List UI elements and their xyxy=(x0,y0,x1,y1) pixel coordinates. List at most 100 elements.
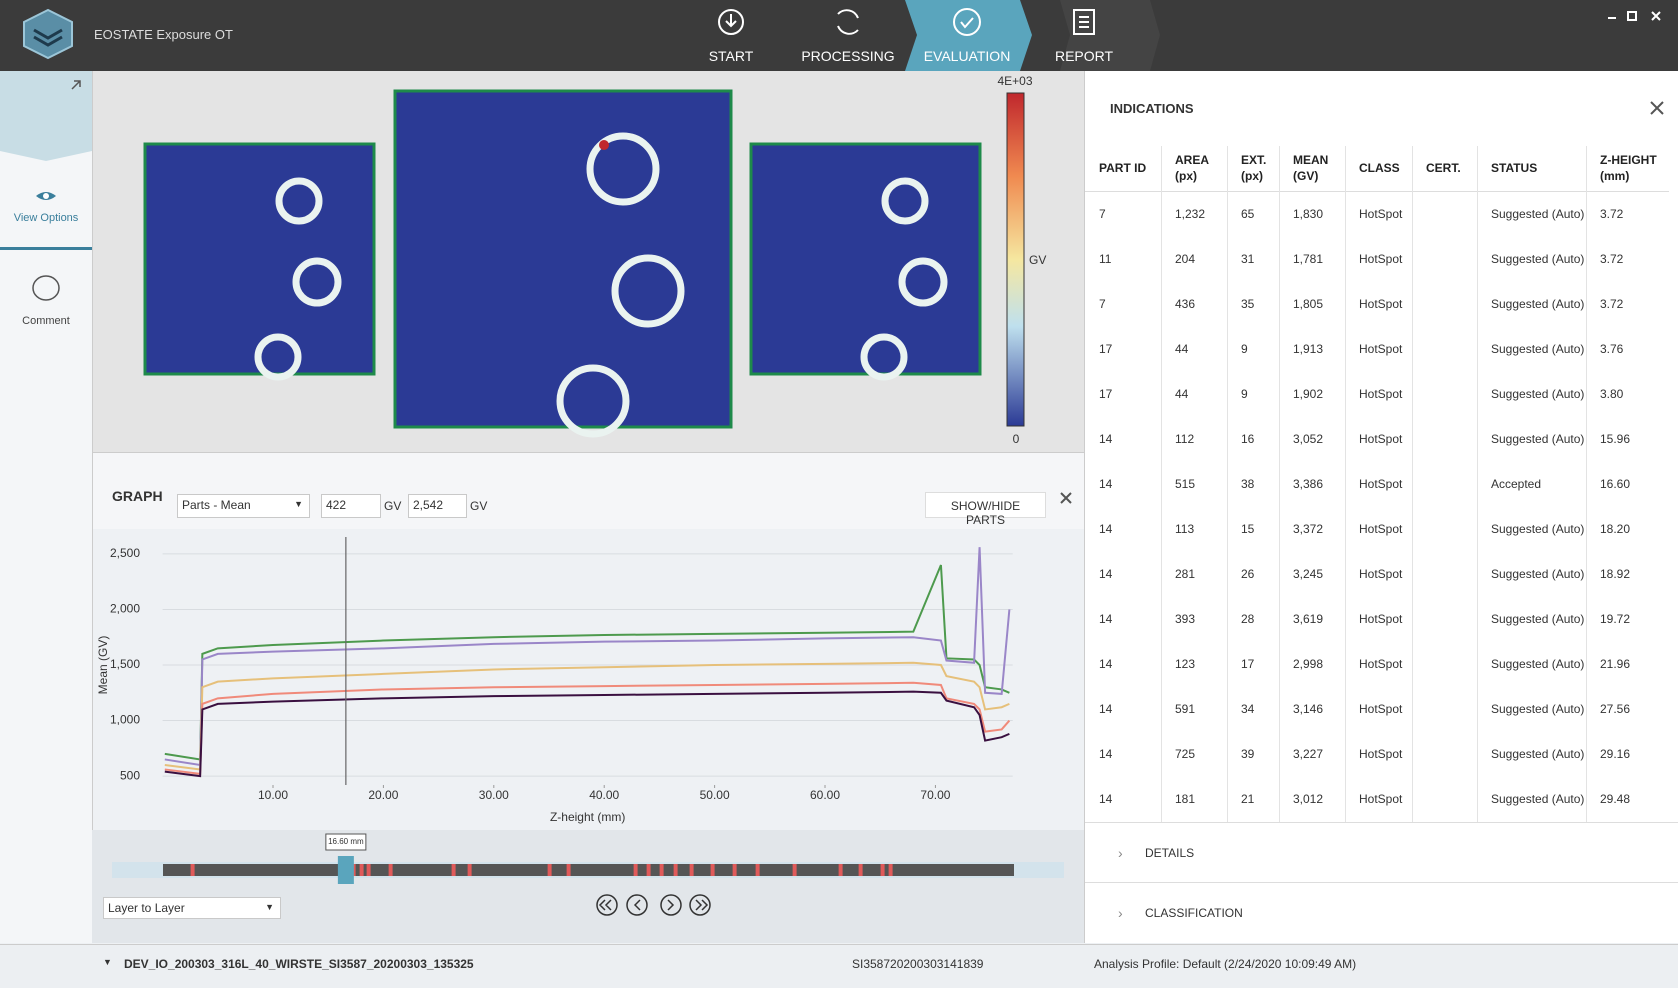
table-cell: HotSpot xyxy=(1359,477,1403,491)
divider xyxy=(1085,882,1678,883)
table-cell: HotSpot xyxy=(1359,792,1403,806)
high-input[interactable]: 2,542 xyxy=(408,494,467,518)
table-cell: 3,619 xyxy=(1293,612,1324,626)
table-cell: 3,372 xyxy=(1293,522,1324,536)
layer-mode-select[interactable]: Layer to Layer ▼ xyxy=(103,897,281,919)
table-cell: Suggested (Auto) xyxy=(1491,297,1585,311)
table-cell: 3.76 xyxy=(1600,342,1624,356)
sidebar-art xyxy=(0,71,92,301)
nav-evaluation[interactable]: EVALUATION xyxy=(923,48,1011,64)
series-line xyxy=(164,681,1011,776)
nav-start[interactable]: START xyxy=(708,48,754,64)
status-profile: Analysis Profile: Default (2/24/2020 10:… xyxy=(1094,957,1357,971)
status-file: DEV_IO_200303_316L_40_WIRSTE_SI3587_2020… xyxy=(124,957,474,971)
layer-marker xyxy=(190,864,195,876)
table-cell: HotSpot xyxy=(1359,387,1403,401)
graph: 500 1,000 1,500 2,000 2,500 10.00 20.00 30.00 40… xyxy=(92,537,1084,943)
indications-table: PART ID AREA (px) EXT. (px) MEAN (GV) CLASS CERT… xyxy=(1085,146,1669,822)
table-cell: 14 xyxy=(1099,522,1113,536)
layer-marker xyxy=(880,864,885,876)
layer-marker xyxy=(646,864,651,876)
low-input[interactable]: 422 xyxy=(321,494,381,518)
table-cell: 393 xyxy=(1175,612,1196,626)
table-cell: 38 xyxy=(1241,477,1255,491)
panel-close[interactable] xyxy=(1649,100,1665,116)
status-expander[interactable]: ▼ xyxy=(103,957,112,967)
table-cell: 3,245 xyxy=(1293,567,1324,581)
table-cell: 3.72 xyxy=(1600,297,1624,311)
column-header: (px) xyxy=(1241,169,1263,183)
details-section[interactable]: DETAILS xyxy=(1145,846,1195,860)
column-separator xyxy=(1477,146,1478,822)
x-tick-label: 30.00 xyxy=(479,788,509,802)
table-cell: 7 xyxy=(1099,207,1106,221)
table-cell: 3,146 xyxy=(1293,702,1324,716)
nav-report[interactable]: REPORT xyxy=(1054,48,1114,64)
table-cell: 204 xyxy=(1175,252,1196,266)
table-cell: 17 xyxy=(1099,342,1113,356)
table-cell: 3,386 xyxy=(1293,477,1324,491)
table-cell: 17 xyxy=(1099,387,1113,401)
layer-marker xyxy=(888,864,893,876)
table-cell: 31 xyxy=(1241,252,1255,266)
graph-mode-select[interactable]: Parts - Mean ▼ xyxy=(177,494,310,518)
table-cell: 3,012 xyxy=(1293,792,1324,806)
series-line xyxy=(164,564,1010,761)
high-unit: GV xyxy=(470,499,488,513)
table-cell: Accepted xyxy=(1491,477,1542,491)
sidebar xyxy=(0,71,93,943)
table-cell: 1,805 xyxy=(1293,297,1324,311)
app-title: EOSTATE Exposure OT xyxy=(94,27,233,42)
table-cell: 11 xyxy=(1099,252,1112,266)
column-header: CLASS xyxy=(1359,161,1400,175)
layer-navigation[interactable] xyxy=(590,892,720,920)
x-axis-label: Z-height (mm) xyxy=(550,810,625,824)
table-cell: 44 xyxy=(1175,342,1189,356)
timeline-handle xyxy=(337,856,354,884)
table-cell: 14 xyxy=(1099,612,1113,626)
table-cell: 7 xyxy=(1099,297,1106,311)
table-cell: HotSpot xyxy=(1359,657,1403,671)
table-cell: HotSpot xyxy=(1359,252,1403,266)
table-cell: 14 xyxy=(1099,792,1113,806)
comment[interactable]: Comment xyxy=(22,315,70,327)
table-cell: 2,998 xyxy=(1293,657,1324,671)
table-cell: Suggested (Auto) xyxy=(1491,207,1585,221)
table-cell: Suggested (Auto) xyxy=(1491,252,1585,266)
series-line xyxy=(164,690,1010,778)
table-cell: 1,830 xyxy=(1293,207,1324,221)
x-tick-label: 10.00 xyxy=(258,788,288,802)
show-hide-parts[interactable]: SHOW/HIDE PARTS xyxy=(925,492,1046,527)
table-cell: 29.16 xyxy=(1600,747,1631,761)
y-tick-label: 2,000 xyxy=(110,602,140,616)
layer-marker xyxy=(451,864,456,876)
classification-section[interactable]: CLASSIFICATION xyxy=(1145,906,1243,920)
column-header: (GV) xyxy=(1293,169,1319,183)
table-cell: 16 xyxy=(1241,432,1255,446)
layer-marker xyxy=(838,864,843,876)
table-cell: 14 xyxy=(1099,657,1113,671)
table-cell: Suggested (Auto) xyxy=(1491,522,1585,536)
column-separator xyxy=(1279,146,1280,822)
x-tick-label: 50.00 xyxy=(700,788,730,802)
nav-processing[interactable]: PROCESSING xyxy=(801,48,895,64)
layer-marker xyxy=(659,864,664,876)
graph-close[interactable] xyxy=(1058,490,1074,506)
table-cell: 1,902 xyxy=(1293,387,1324,401)
column-separator xyxy=(1227,146,1228,822)
series-line xyxy=(164,547,1011,767)
layer-marker xyxy=(547,864,552,876)
table-cell: 3.80 xyxy=(1600,387,1624,401)
colorbar-min: 0 xyxy=(1012,432,1020,446)
table-cell: Suggested (Auto) xyxy=(1491,702,1585,716)
column-header: MEAN xyxy=(1293,153,1329,167)
view-options[interactable]: View Options xyxy=(13,212,79,224)
table-cell: 725 xyxy=(1175,747,1196,761)
table-cell: 27.56 xyxy=(1600,702,1631,716)
table-cell: 29.48 xyxy=(1600,792,1631,806)
table-cell: 591 xyxy=(1175,702,1196,716)
table-cell: 515 xyxy=(1175,477,1196,491)
layer-marker xyxy=(689,864,694,876)
table-cell: 3,227 xyxy=(1293,747,1324,761)
